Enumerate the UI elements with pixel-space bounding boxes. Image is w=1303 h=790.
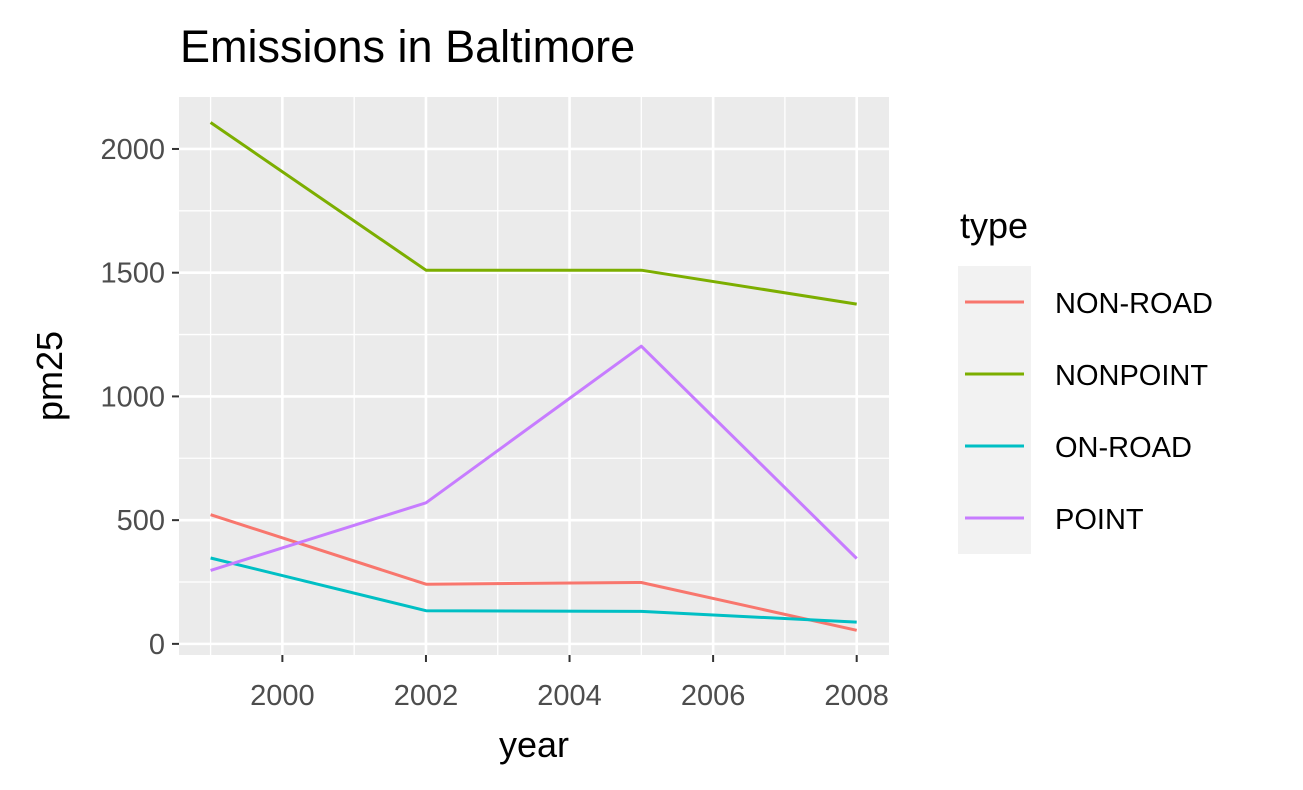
x-axis-ticks: 2000 2002 2004 2006 2008 — [250, 655, 889, 712]
series-line-on-road — [210, 556, 857, 624]
y-axis-title: pm25 — [29, 331, 70, 421]
legend-items: NON-ROAD NONPOINT ON-ROAD POINT — [965, 288, 1213, 536]
x-tick-label: 2008 — [824, 680, 889, 712]
legend-label-point: POINT — [1055, 504, 1144, 536]
legend-label-non-road: NON-ROAD — [1055, 288, 1213, 320]
legend: type NON-ROAD NONPOINT ON-ROAD POINT — [958, 205, 1213, 554]
series-lines — [209, 121, 858, 632]
y-tick-label: 500 — [117, 505, 165, 537]
grid-major — [179, 97, 889, 655]
y-tick-label: 1500 — [100, 258, 165, 290]
x-tick-label: 2002 — [394, 680, 459, 712]
legend-label-nonpoint: NONPOINT — [1055, 360, 1208, 392]
y-tick-label: 0 — [149, 629, 165, 661]
plot-panel — [179, 97, 889, 655]
y-axis-ticks: 0 500 1000 1500 2000 — [100, 134, 179, 661]
x-tick-label: 2006 — [681, 680, 746, 712]
chart-title: Emissions in Baltimore — [180, 21, 635, 72]
series-line-non-road — [210, 513, 858, 632]
series-line-point — [210, 344, 858, 572]
legend-key-background — [958, 266, 1031, 554]
y-tick-label: 1000 — [100, 381, 165, 413]
x-tick-label: 2004 — [537, 680, 602, 712]
legend-title: type — [960, 205, 1028, 246]
x-tick-label: 2000 — [250, 680, 315, 712]
y-tick-label: 2000 — [100, 134, 165, 166]
legend-label-on-road: ON-ROAD — [1055, 432, 1192, 464]
x-axis-title: year — [499, 724, 569, 765]
series-line-nonpoint — [209, 121, 857, 306]
